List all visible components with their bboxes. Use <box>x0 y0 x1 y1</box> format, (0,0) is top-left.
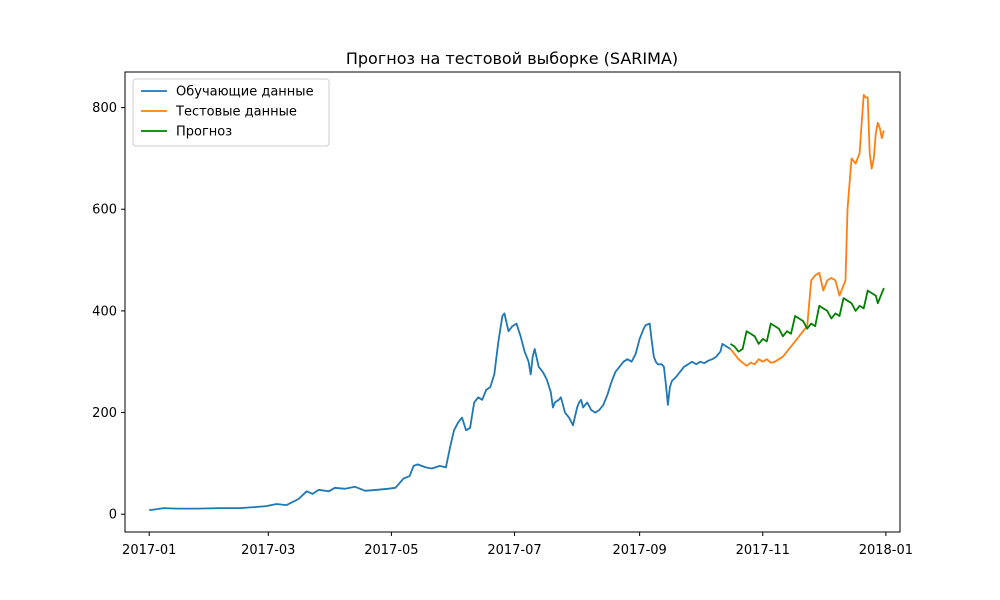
y-tick-label: 600 <box>92 203 117 218</box>
legend: Обучающие данные Тестовые данные Прогноз <box>132 78 330 147</box>
y-axis: 0 200 400 600 800 <box>92 101 125 523</box>
plot-frame <box>124 71 901 533</box>
y-tick-label: 800 <box>92 101 117 116</box>
y-tick-label: 200 <box>92 406 117 421</box>
legend-frame <box>132 78 330 147</box>
legend-label-2: Прогноз <box>176 125 232 140</box>
y-tick-label: 0 <box>109 508 117 523</box>
series-line-2 <box>730 287 885 353</box>
x-axis: 2017-01 2017-03 2017-05 2017-07 2017-09 2017-… <box>122 532 913 558</box>
series-line-0 <box>149 312 731 511</box>
x-tick-label: 2017-09 <box>612 543 666 558</box>
x-tick-label: 2017-05 <box>364 543 418 558</box>
legend-label-0: Обучающие данные <box>176 85 314 100</box>
x-tick-label: 2018-01 <box>859 543 913 558</box>
y-tick-label: 400 <box>92 304 117 319</box>
series-line-1 <box>729 94 885 367</box>
x-tick-label: 2017-01 <box>122 543 176 558</box>
x-tick-label: 2017-11 <box>736 543 790 558</box>
x-tick-label: 2017-03 <box>241 543 295 558</box>
legend-label-1: Тестовые данные <box>175 105 297 120</box>
x-tick-label: 2017-07 <box>487 543 541 558</box>
series-layer <box>149 94 885 511</box>
chart-title: Прогноз на тестовой выборке (SARIMA) <box>346 49 678 68</box>
